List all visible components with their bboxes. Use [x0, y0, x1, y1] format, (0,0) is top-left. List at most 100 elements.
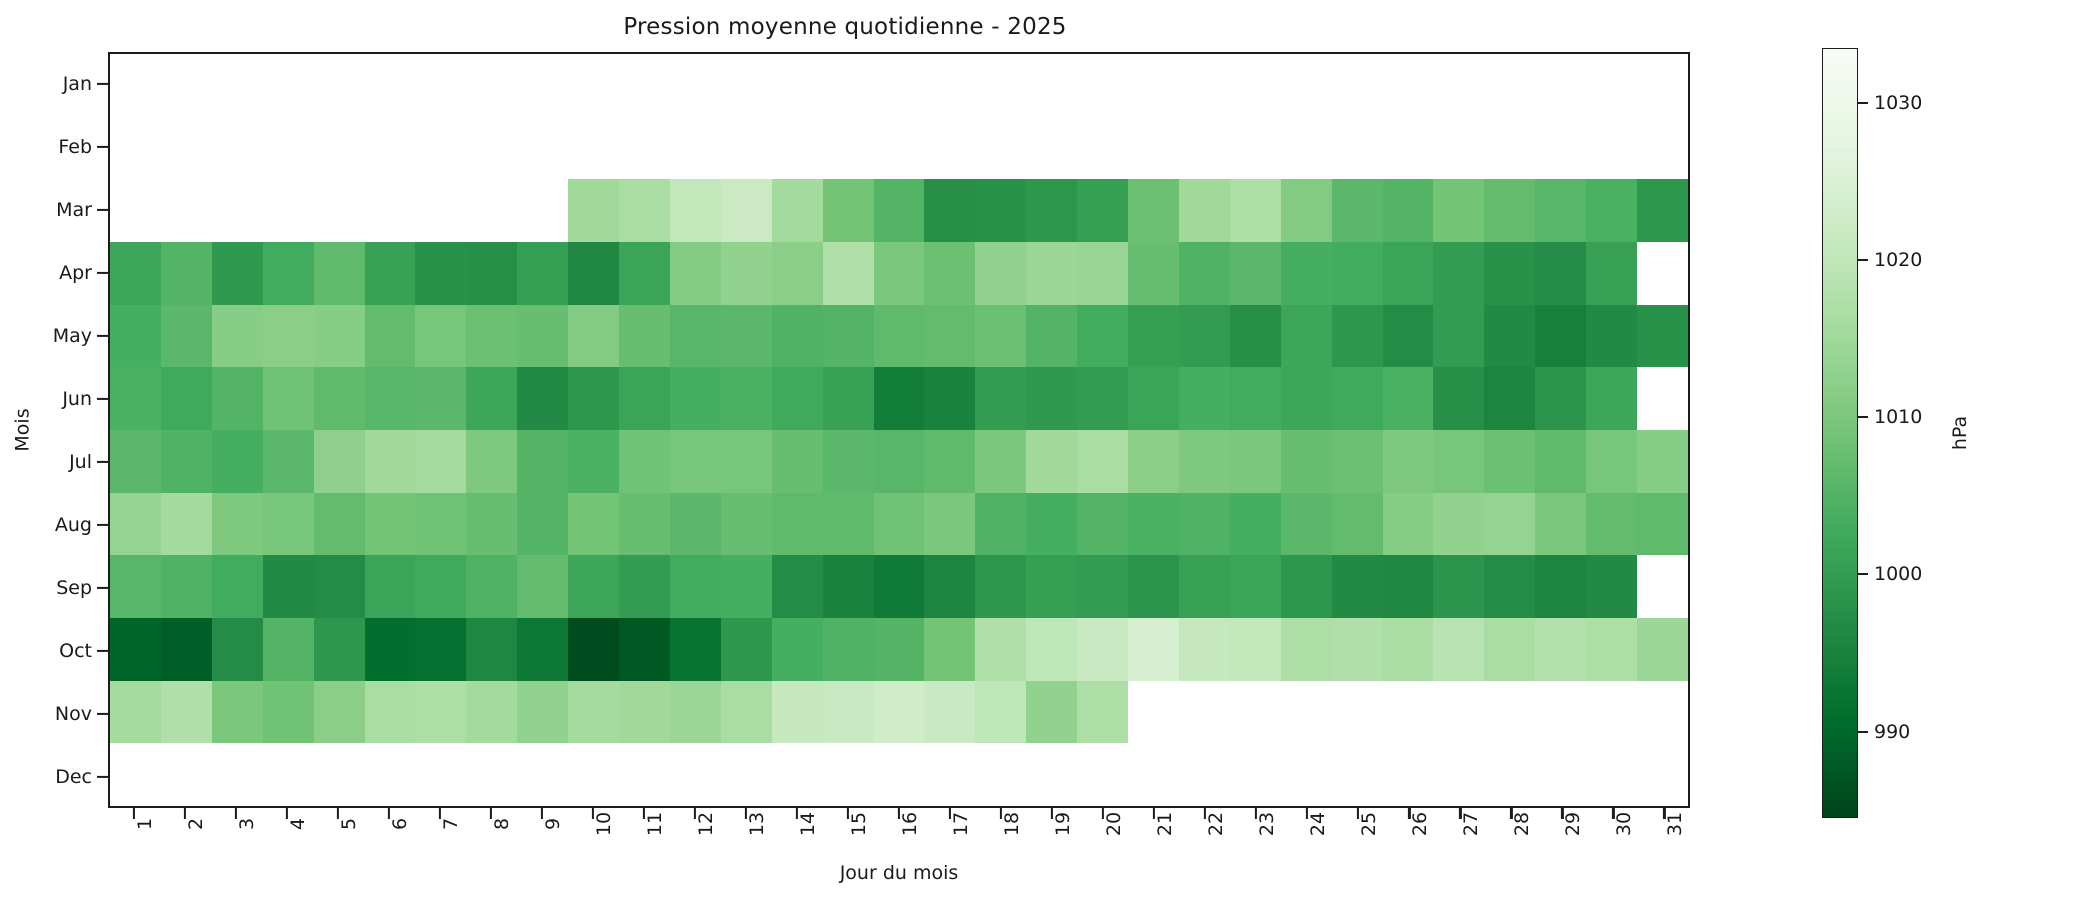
heatmap-cell — [313, 743, 365, 806]
heatmap-cell — [110, 179, 161, 242]
heatmap-cell — [720, 492, 772, 556]
heatmap-cell — [1484, 492, 1536, 556]
heatmap-cell — [1331, 618, 1383, 681]
heatmap-cell — [924, 242, 976, 305]
x-tick-label-12: 12 — [694, 811, 717, 837]
heatmap-cell — [517, 367, 569, 430]
heatmap-cell — [568, 618, 620, 681]
x-tick-label-14: 14 — [796, 811, 819, 837]
heatmap-cell — [873, 492, 925, 556]
x-tick-mark — [1102, 808, 1105, 819]
heatmap-cell — [364, 555, 416, 618]
heatmap-cell — [262, 680, 314, 744]
heatmap-cell — [262, 618, 314, 681]
x-tick-mark — [132, 808, 135, 819]
heatmap-cell — [1280, 242, 1332, 305]
colorbar-tick-mark — [1858, 573, 1868, 576]
heatmap-cell — [211, 430, 263, 493]
y-tick-mark — [97, 712, 108, 715]
heatmap-cell — [313, 555, 365, 618]
heatmap-cell — [1382, 680, 1434, 744]
heatmap-cell — [1280, 116, 1332, 180]
heatmap-cell — [619, 304, 670, 368]
heatmap-cell — [1026, 430, 1078, 493]
heatmap-cell — [822, 367, 874, 430]
heatmap-cell — [1586, 618, 1638, 681]
x-tick-mark — [1204, 808, 1207, 819]
heatmap-cell — [1535, 179, 1587, 242]
heatmap-cell — [568, 430, 620, 493]
x-axis-label: Jour du mois — [839, 862, 959, 884]
heatmap-cell — [1535, 116, 1587, 180]
heatmap-cell — [1637, 430, 1688, 493]
heatmap-cell — [1637, 743, 1688, 806]
x-tick-mark — [438, 808, 441, 819]
heatmap-cell — [1331, 743, 1383, 806]
heatmap-cell — [873, 743, 925, 806]
heatmap-cell — [262, 54, 314, 117]
heatmap-cell — [669, 555, 721, 618]
heatmap-cell — [1331, 116, 1383, 180]
heatmap-cell — [1535, 492, 1587, 556]
heatmap-cell — [1229, 116, 1281, 180]
heatmap-cell — [1382, 304, 1434, 368]
heatmap-cell — [1128, 618, 1179, 681]
heatmap-cell — [669, 680, 721, 744]
heatmap-cell — [160, 680, 212, 744]
heatmap-cell — [669, 179, 721, 242]
heatmap-cell — [211, 680, 263, 744]
y-tick-mark — [97, 271, 108, 274]
y-tick-mark — [97, 586, 108, 589]
heatmap-cell — [1178, 618, 1230, 681]
x-tick-label-2: 2 — [184, 817, 207, 831]
heatmap-cell — [1128, 116, 1179, 180]
heatmap-cell — [262, 179, 314, 242]
heatmap-cell — [160, 492, 212, 556]
heatmap-cell — [517, 680, 569, 744]
heatmap-cell — [1280, 304, 1332, 368]
heatmap-cell — [1484, 304, 1536, 368]
heatmap-cell — [924, 116, 976, 180]
x-tick-label-9: 9 — [541, 817, 564, 831]
x-tick-mark — [183, 808, 186, 819]
heatmap-cell — [1331, 492, 1383, 556]
heatmap-cell — [975, 179, 1027, 242]
heatmap-cell — [619, 492, 670, 556]
heatmap-cell — [669, 367, 721, 430]
x-tick-label-29: 29 — [1562, 811, 1585, 837]
heatmap-cell — [1535, 430, 1587, 493]
heatmap-cell — [873, 116, 925, 180]
heatmap-cell — [822, 555, 874, 618]
heatmap-cell — [1484, 555, 1536, 618]
heatmap-cell — [1229, 680, 1281, 744]
heatmap-cell — [1128, 304, 1179, 368]
y-tick-label-oct: Oct — [59, 639, 92, 662]
heatmap-cell — [466, 367, 518, 430]
heatmap-cell — [771, 179, 823, 242]
heatmap-cell — [568, 116, 620, 180]
heatmap-cell — [211, 555, 263, 618]
heatmap-cell — [1637, 304, 1688, 368]
heatmap-cell — [669, 743, 721, 806]
heatmap-cell — [110, 304, 161, 368]
heatmap-cell — [364, 116, 416, 180]
heatmap-cell — [1331, 367, 1383, 430]
heatmap-cell — [517, 54, 569, 117]
x-tick-mark — [1408, 808, 1411, 819]
heatmap-cell — [1178, 430, 1230, 493]
x-tick-mark — [387, 808, 390, 819]
heatmap-cell — [517, 116, 569, 180]
heatmap-cell — [1128, 179, 1179, 242]
heatmap-cell — [466, 179, 518, 242]
heatmap-cell — [1433, 179, 1485, 242]
heatmap-cell — [1433, 54, 1485, 117]
y-tick-mark — [97, 397, 108, 400]
heatmap-cell — [771, 618, 823, 681]
x-tick-label-23: 23 — [1256, 811, 1279, 837]
heatmap-cell — [568, 242, 620, 305]
heatmap-cell — [975, 304, 1027, 368]
heatmap-cell — [466, 680, 518, 744]
heatmap-cell — [822, 54, 874, 117]
x-tick-mark — [234, 808, 237, 819]
